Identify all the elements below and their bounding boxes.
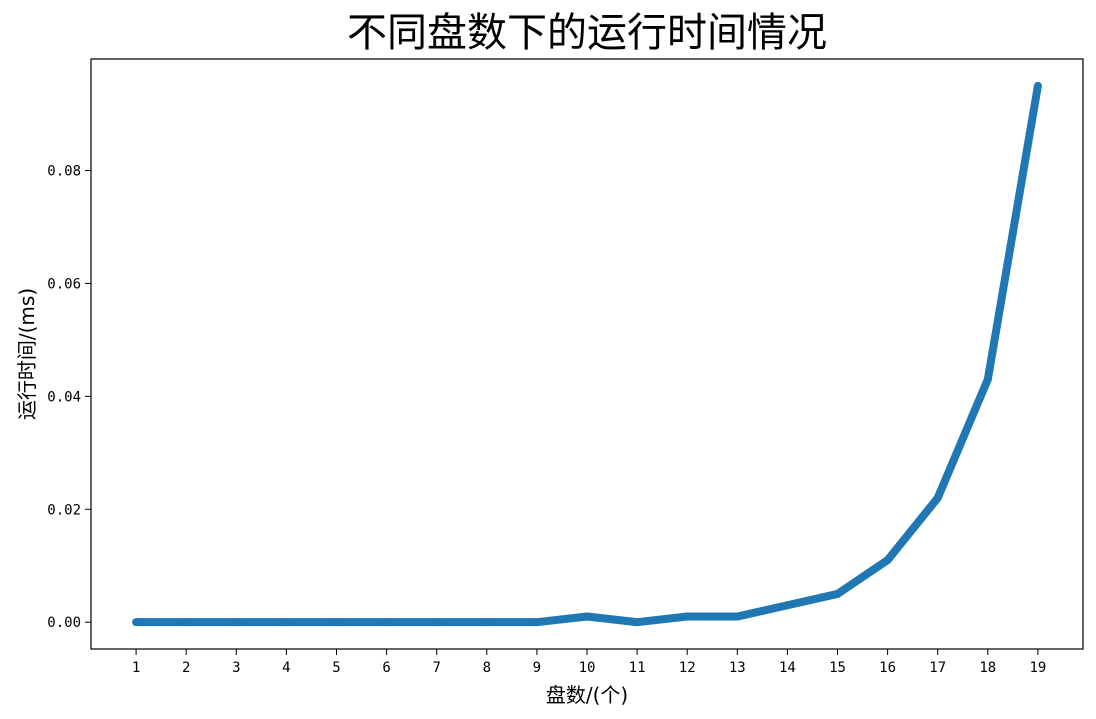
plot-area-frame bbox=[90, 58, 1084, 650]
data-point bbox=[182, 618, 191, 627]
data-point bbox=[883, 556, 892, 565]
y-tick-label: 0.08 bbox=[47, 164, 81, 180]
data-point bbox=[833, 589, 842, 598]
data-point bbox=[933, 493, 942, 502]
data-point bbox=[1033, 81, 1042, 90]
x-tick-label: 16 bbox=[879, 660, 896, 676]
data-point bbox=[132, 618, 141, 627]
data-point bbox=[633, 618, 642, 627]
x-tick-label: 7 bbox=[432, 660, 440, 676]
tick-layer: 1 2 3 4 5 6 7 8 9 10 11 12 13 14 15 16 17 18 190.000.020.0… bbox=[47, 164, 1046, 676]
y-tick-label: 0.04 bbox=[47, 389, 81, 405]
y-tick-label: 0.06 bbox=[47, 276, 81, 292]
y-tick-label: 0.00 bbox=[47, 615, 81, 631]
data-point bbox=[983, 375, 992, 384]
data-point bbox=[783, 601, 792, 610]
x-tick-label: 8 bbox=[483, 660, 491, 676]
data-point bbox=[482, 618, 491, 627]
data-point bbox=[232, 618, 241, 627]
x-tick-label: 2 bbox=[182, 660, 190, 676]
y-axis-label: 运行时间/(ms) bbox=[15, 288, 39, 420]
x-tick-label: 19 bbox=[1029, 660, 1046, 676]
x-tick-label: 15 bbox=[829, 660, 846, 676]
x-tick-label: 17 bbox=[929, 660, 946, 676]
series-layer bbox=[132, 81, 1042, 627]
x-tick-label: 3 bbox=[232, 660, 240, 676]
x-tick-label: 12 bbox=[679, 660, 696, 676]
data-point bbox=[282, 618, 291, 627]
data-point bbox=[733, 612, 742, 621]
data-point bbox=[683, 612, 692, 621]
x-tick-label: 14 bbox=[779, 660, 796, 676]
data-point bbox=[432, 618, 441, 627]
x-tick-label: 1 bbox=[132, 660, 140, 676]
x-tick-label: 13 bbox=[729, 660, 746, 676]
x-tick-label: 18 bbox=[979, 660, 996, 676]
x-tick-label: 11 bbox=[629, 660, 646, 676]
data-point bbox=[332, 618, 341, 627]
series-line bbox=[136, 85, 1042, 627]
data-point bbox=[382, 618, 391, 627]
x-tick-label: 4 bbox=[282, 660, 290, 676]
x-tick-label: 5 bbox=[332, 660, 340, 676]
chart-title: 不同盘数下的运行时间情况 bbox=[347, 10, 827, 56]
data-point bbox=[583, 612, 591, 621]
data-point bbox=[532, 618, 541, 627]
y-tick-label: 0.02 bbox=[47, 502, 81, 518]
x-tick-label: 10 bbox=[579, 660, 596, 676]
x-tick-label: 9 bbox=[533, 660, 541, 676]
x-axis-label: 盘数/(个) bbox=[546, 683, 628, 707]
x-tick-label: 6 bbox=[382, 660, 390, 676]
